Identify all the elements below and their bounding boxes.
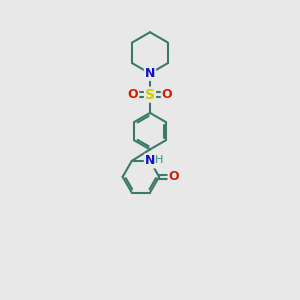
Text: N: N bbox=[145, 67, 155, 80]
Text: O: O bbox=[128, 88, 138, 101]
Text: H: H bbox=[155, 155, 164, 165]
Text: N: N bbox=[145, 154, 155, 167]
Text: O: O bbox=[169, 170, 179, 183]
Text: O: O bbox=[162, 88, 172, 101]
Text: S: S bbox=[145, 88, 155, 102]
